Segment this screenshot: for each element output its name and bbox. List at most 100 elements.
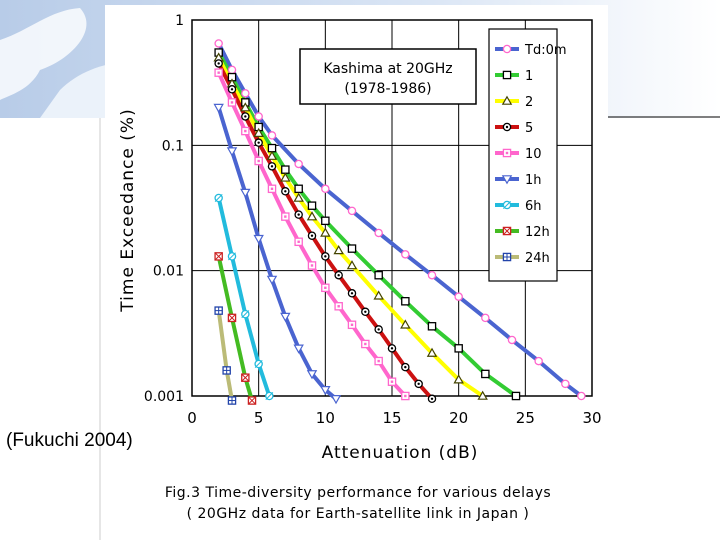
data-point-series-4-dot [244, 115, 247, 118]
data-point-series-6 [306, 370, 318, 380]
data-point-series-4-dot [270, 165, 274, 168]
data-point-series-1 [254, 112, 263, 121]
data-point-series-5-dot [324, 286, 327, 289]
data-point-series-6 [280, 312, 291, 323]
data-point-series-1 [321, 184, 330, 194]
data-point-series-6 [213, 103, 224, 114]
data-point-series-3 [333, 245, 344, 255]
data-point-series-5-dot [217, 71, 220, 74]
data-point-series-1 [401, 250, 410, 259]
data-point-series-4-dot [324, 255, 327, 258]
data-point-series-2 [374, 270, 383, 280]
figure-caption-line2: ( 20GHz data for Earth-satellite link in… [187, 506, 530, 522]
data-point-series-5-dot [377, 359, 380, 363]
data-point-series-6 [330, 394, 342, 405]
plot-frame [191, 19, 593, 397]
legend-label: 6h [525, 199, 542, 214]
data-point-series-1 [294, 159, 303, 169]
x-tick-label: 25 [516, 409, 535, 427]
data-point-series-4-dot [404, 365, 407, 369]
data-point-series-3 [320, 227, 331, 237]
data-point-series-8-cross [228, 313, 236, 322]
data-point-series-1 [427, 270, 437, 280]
data-point-series-2 [427, 322, 437, 331]
data-point-series-6 [226, 147, 238, 157]
data-point-series-1 [214, 39, 223, 48]
data-point-series-4-dot [350, 292, 354, 295]
data-point-series-5-dot [350, 323, 354, 326]
x-tick-label: 30 [582, 409, 601, 427]
data-point-series-3 [426, 347, 438, 357]
legend-marker [501, 175, 513, 185]
data-point-series-4-dot [377, 328, 380, 331]
data-point-series-3 [477, 390, 488, 400]
data-point-series-5-dot [404, 394, 407, 398]
data-point-series-6 [293, 344, 304, 354]
y-tick-label: 0.1 [162, 138, 184, 154]
data-point-series-4-dot [284, 190, 287, 193]
data-point-series-1 [561, 379, 570, 389]
data-point-series-5-dot [390, 380, 394, 383]
series-line-3 [216, 56, 484, 398]
series-line-2 [216, 51, 518, 398]
map-landmass [0, 8, 87, 100]
data-point-series-6 [253, 234, 264, 245]
data-point-series-7-cross [241, 310, 250, 319]
data-point-series-8-cross [241, 373, 250, 382]
data-point-series-2 [454, 344, 463, 353]
data-point-series-6 [240, 188, 251, 198]
legend-label: Td:0m [524, 43, 567, 58]
legend-marker [502, 70, 512, 80]
data-point-series-2 [294, 184, 303, 194]
data-point-series-1 [454, 292, 463, 301]
data-point-series-6 [320, 386, 331, 396]
legend-label: 24h [525, 251, 550, 266]
legend-label: 10 [525, 147, 542, 162]
data-point-series-7-cross [228, 252, 236, 261]
data-point-series-5-dot [270, 187, 274, 190]
data-point-series-3 [266, 150, 278, 160]
x-tick-label: 5 [254, 409, 264, 427]
data-point-series-3 [240, 102, 251, 112]
x-axis-label: Attenuation (dB) [322, 443, 479, 463]
figure-caption-line1: Fig.3 Time-diversity performance for var… [165, 485, 551, 501]
data-point-series-5-dot [310, 264, 314, 267]
data-point-series-2 [267, 143, 277, 153]
data-point-series-1 [507, 335, 517, 345]
legend-marker [502, 44, 512, 54]
legend-label: 5 [525, 121, 533, 136]
data-point-series-3 [453, 374, 464, 384]
x-tick-label: 10 [316, 409, 335, 427]
data-point-series-4-dot [417, 382, 420, 386]
y-tick-label: 1 [175, 13, 184, 29]
data-point-series-4-dot [230, 88, 234, 91]
data-point-series-5-dot [284, 215, 287, 218]
data-point-series-2 [511, 391, 521, 401]
data-point-series-3 [253, 127, 264, 137]
data-point-series-3 [346, 260, 358, 270]
legend-marker-cross [503, 227, 511, 235]
legend-label: 1h [525, 173, 542, 188]
x-tick-label: 0 [187, 409, 197, 427]
chart-subtitle: (1978-1986) [344, 81, 431, 97]
chart-title: Kashima at 20GHz [323, 61, 452, 77]
data-point-series-7-cross [214, 194, 223, 202]
data-point-series-5-dot [297, 240, 300, 243]
data-point-series-1 [534, 356, 543, 366]
data-point-series-4-dot [430, 397, 434, 400]
y-tick-label: 0.001 [144, 389, 184, 405]
data-point-series-1 [374, 228, 383, 238]
data-point-series-5-dot [230, 101, 234, 104]
legend-label: 2 [525, 95, 533, 110]
data-point-series-3 [293, 192, 304, 202]
y-axis-label: Time Exceedance (%) [118, 108, 138, 312]
data-point-series-1 [267, 131, 277, 140]
data-point-series-4-dot [310, 234, 314, 237]
data-point-series-1 [347, 206, 357, 216]
title-box [299, 48, 477, 105]
data-point-series-2 [307, 201, 317, 210]
data-point-series-3 [306, 211, 318, 221]
data-point-series-2 [347, 244, 357, 253]
